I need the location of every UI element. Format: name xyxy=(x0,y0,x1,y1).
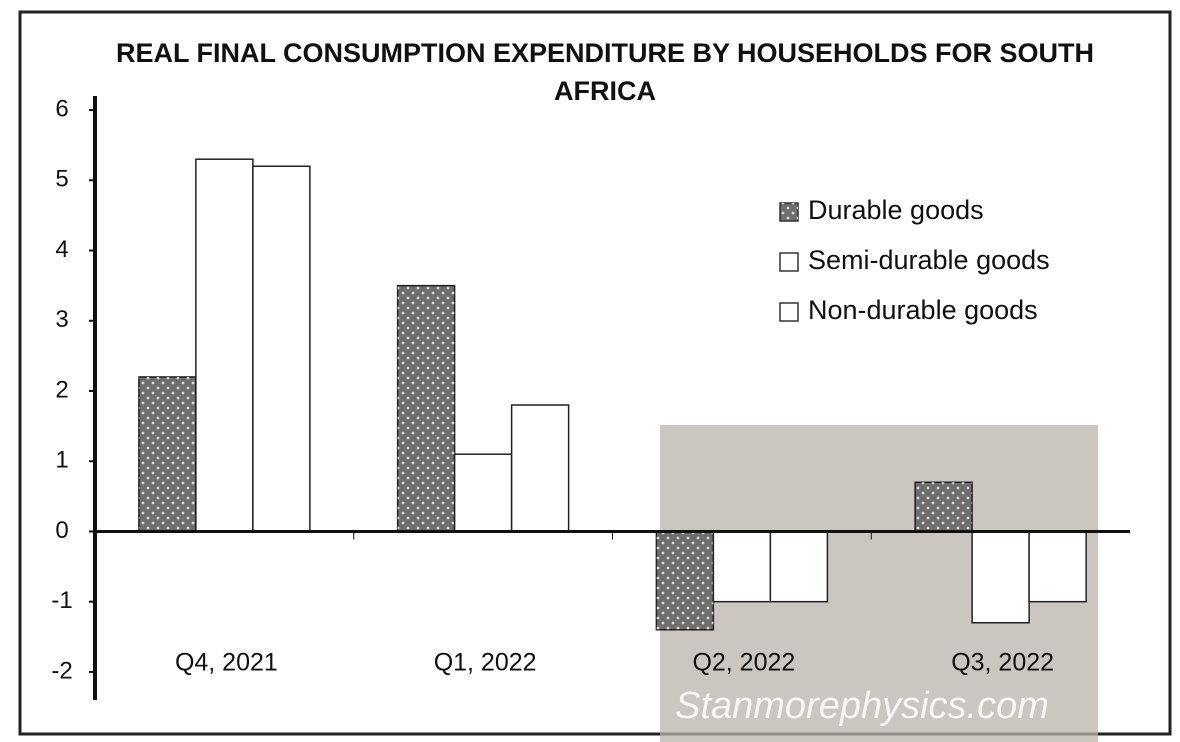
bar-texture xyxy=(139,377,196,532)
bar xyxy=(770,531,827,601)
bar-texture xyxy=(398,286,455,532)
bar-texture xyxy=(656,531,713,629)
x-tick-label: Q3, 2022 xyxy=(951,649,1054,677)
chart: -2 -1 0 1 2 3 4 5 6 Q4, 2021 Q1, 2022 Q2, 2022 Q3, 2… xyxy=(0,0,1180,742)
x-tick-label: Q2, 2022 xyxy=(692,649,795,677)
legend-swatch-texture xyxy=(780,203,798,221)
x-tick-label: Q4, 2021 xyxy=(175,649,278,677)
y-tick-label: -1 xyxy=(51,587,72,614)
y-tick-label: 5 xyxy=(55,166,68,193)
y-tick-label: 0 xyxy=(55,517,68,544)
bar xyxy=(455,454,512,531)
y-tick-label: 1 xyxy=(55,447,68,474)
legend-label: Non-durable goods xyxy=(808,295,1038,325)
y-tick-label: -2 xyxy=(51,657,72,684)
y-tick-label: 2 xyxy=(55,376,68,403)
page: -2 -1 0 1 2 3 4 5 6 Q4, 2021 Q1, 2022 Q2, 2022 Q3, 2… xyxy=(0,0,1180,742)
bar xyxy=(512,405,569,531)
y-tick-label: 4 xyxy=(55,236,68,263)
bar xyxy=(713,531,770,601)
x-tick-label: Q1, 2022 xyxy=(434,649,537,677)
chart-title: REAL FINAL CONSUMPTION EXPENDITURE BY HO… xyxy=(115,34,1095,110)
legend-swatch xyxy=(780,253,798,271)
bar-texture xyxy=(915,482,972,531)
y-tick-label: 3 xyxy=(55,306,68,333)
legend-label: Durable goods xyxy=(808,195,984,225)
legend-swatch xyxy=(780,303,798,321)
bar xyxy=(196,159,253,531)
watermark: Stanmorephysics.com xyxy=(675,685,1049,727)
bar xyxy=(253,166,310,531)
legend-label: Semi-durable goods xyxy=(808,245,1050,275)
y-tick-label: 6 xyxy=(55,95,68,122)
bar xyxy=(972,531,1029,622)
bar xyxy=(1029,531,1086,601)
